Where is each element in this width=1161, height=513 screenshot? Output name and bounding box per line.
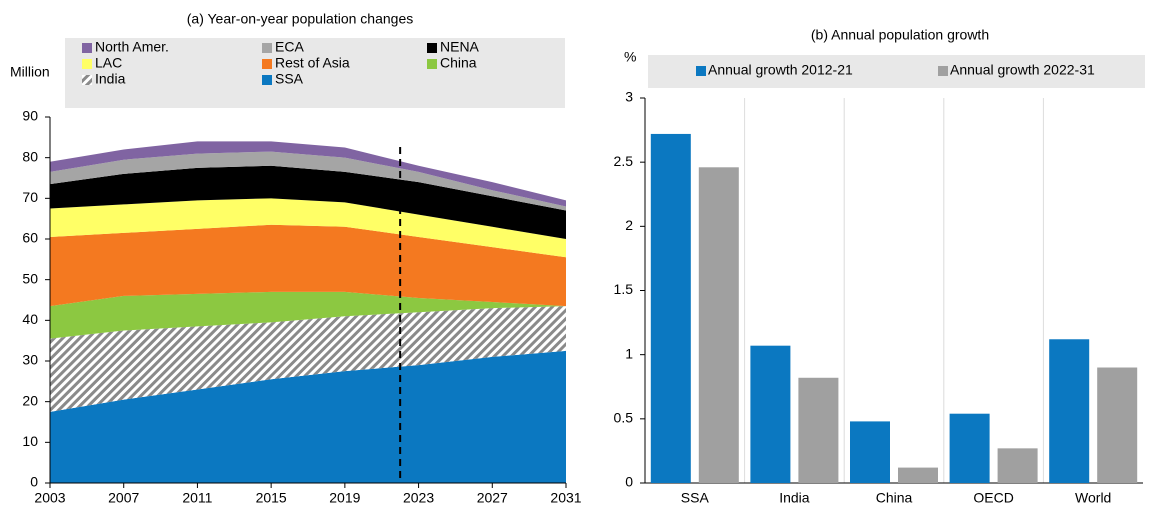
- y-tick-label: 20: [22, 392, 38, 408]
- area: [50, 350, 566, 483]
- legend-swatch: [696, 66, 706, 76]
- area: [50, 165, 566, 239]
- area: [50, 306, 566, 412]
- legend-swatch: [82, 59, 92, 69]
- bar: [1049, 339, 1090, 483]
- bar: [997, 448, 1038, 483]
- bar: [750, 345, 791, 483]
- y-tick-label: 10: [22, 433, 38, 449]
- y-tick-label: 50: [22, 270, 38, 286]
- legend-box: [648, 55, 1145, 88]
- y-tick-label: 2.5: [614, 153, 634, 169]
- bar: [650, 133, 691, 483]
- legend-swatch: [262, 43, 272, 53]
- y-tick-label: 0: [30, 474, 38, 490]
- y-tick-label: 0: [625, 474, 633, 490]
- legend-swatch: [262, 75, 272, 85]
- bar: [898, 467, 938, 483]
- x-tick-label: 2015: [256, 490, 287, 506]
- x-tick-label: 2003: [34, 490, 65, 506]
- area: [50, 198, 566, 258]
- legend-label: SSA: [275, 71, 304, 87]
- legend-label: LAC: [95, 55, 122, 71]
- y-tick-label: 80: [22, 148, 38, 164]
- y-tick-label: 1: [625, 345, 633, 361]
- y-tick-label: 30: [22, 352, 38, 368]
- x-tick-label: SSA: [681, 490, 710, 506]
- bar: [1097, 367, 1138, 483]
- legend-swatch: [427, 59, 437, 69]
- bar: [798, 377, 839, 483]
- legend-swatch: [427, 43, 437, 53]
- area: [50, 224, 566, 307]
- y-tick-label: 90: [22, 108, 38, 124]
- y-tick-label: 3: [625, 89, 633, 105]
- bar: [698, 167, 739, 484]
- y-tick-label: 1.5: [614, 281, 634, 297]
- y-tick-label: 0.5: [614, 410, 634, 426]
- x-tick-label: 2011: [182, 490, 212, 506]
- y-tick-label: 2: [625, 217, 633, 233]
- x-tick-label: China: [876, 490, 913, 506]
- x-tick-label: 2027: [477, 490, 508, 506]
- area: [50, 141, 566, 207]
- y-axis-label: %: [624, 49, 636, 65]
- x-tick-label: 2031: [550, 490, 581, 506]
- legend-label: Annual growth 2022-31: [950, 62, 1095, 78]
- legend-box: [65, 38, 565, 108]
- legend-swatch: [82, 43, 92, 53]
- bar: [850, 421, 890, 483]
- chart-title: (a) Year-on-year population changes: [187, 11, 414, 27]
- legend-swatch: [938, 66, 948, 76]
- legend-label: China: [440, 55, 477, 71]
- x-tick-label: World: [1075, 490, 1111, 506]
- legend-swatch: [82, 75, 92, 85]
- x-tick-label: 2019: [329, 490, 360, 506]
- x-tick-label: 2023: [403, 490, 434, 506]
- y-axis-label: Million: [10, 64, 50, 80]
- y-tick-label: 60: [22, 230, 38, 246]
- legend-label: NENA: [440, 39, 480, 55]
- area: [50, 291, 566, 339]
- x-tick-label: OECD: [973, 490, 1013, 506]
- area: [50, 151, 566, 211]
- legend-label: India: [95, 71, 126, 87]
- legend-label: North Amer.: [95, 39, 169, 55]
- x-tick-label: 2007: [108, 490, 139, 506]
- legend-label: ECA: [275, 39, 304, 55]
- x-tick-label: India: [779, 490, 810, 506]
- legend-swatch: [262, 59, 272, 69]
- bar: [949, 413, 990, 483]
- chart-title: (b) Annual population growth: [811, 27, 989, 43]
- legend-label: Rest of Asia: [275, 55, 350, 71]
- y-tick-label: 40: [22, 311, 38, 327]
- y-tick-label: 70: [22, 189, 38, 205]
- legend-label: Annual growth 2012-21: [708, 62, 853, 78]
